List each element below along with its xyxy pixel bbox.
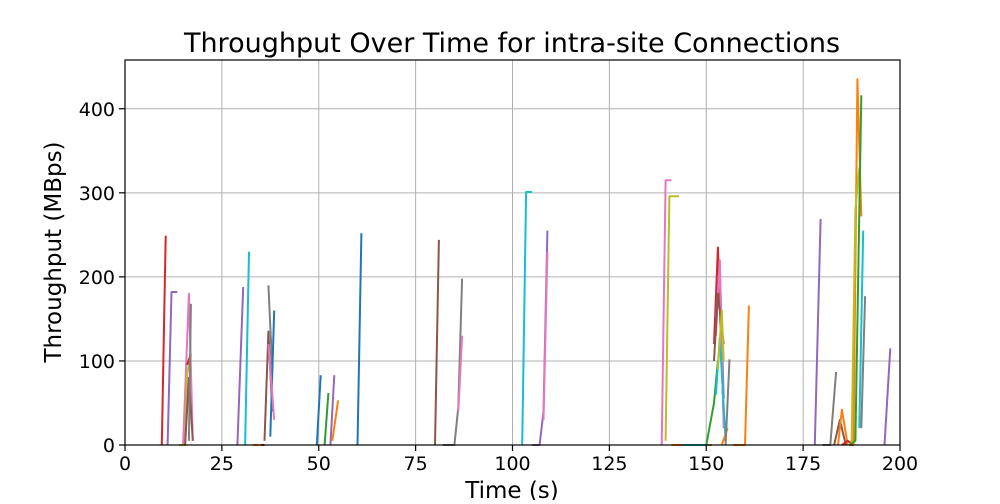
series-line — [733, 305, 750, 446]
y-tick-label: 200 — [79, 267, 115, 289]
series-line — [182, 292, 194, 446]
series-line — [724, 359, 731, 446]
series-line — [705, 360, 719, 446]
series-line — [329, 375, 336, 446]
series-lines — [160, 78, 892, 446]
series-line — [858, 230, 865, 429]
series-line — [267, 344, 276, 420]
series-line — [850, 167, 861, 446]
series-line — [244, 251, 250, 446]
y-tick-label: 0 — [103, 435, 115, 457]
series-line — [331, 400, 340, 441]
series-line — [315, 375, 322, 446]
x-tick-label: 200 — [882, 453, 918, 475]
x-tick-label: 75 — [404, 453, 428, 475]
x-tick-label: 50 — [307, 453, 331, 475]
ticks: 0 25 50 75 100 125 150 175 200 0 100 200 300 400 — [79, 99, 918, 475]
series-line — [521, 191, 532, 446]
x-tick-label: 0 — [119, 453, 131, 475]
series-line — [166, 291, 178, 446]
x-tick-label: 175 — [785, 453, 821, 475]
x-tick-label: 125 — [591, 453, 627, 475]
y-tick-label: 100 — [79, 351, 115, 373]
series-line — [269, 310, 276, 437]
series-line — [822, 371, 838, 446]
series-line — [323, 392, 330, 446]
series-line — [883, 348, 892, 446]
series-line — [187, 303, 192, 441]
series-line — [457, 335, 464, 412]
series-line — [160, 235, 167, 446]
y-axis-label: Throughput (MBps) — [41, 141, 67, 363]
y-tick-label: 400 — [79, 99, 115, 121]
series-line — [267, 285, 274, 370]
series-line — [664, 195, 680, 441]
series-line — [236, 286, 245, 446]
series-line — [837, 408, 849, 446]
chart-title: Throughput Over Time for intra-site Conn… — [183, 28, 840, 59]
series-line — [660, 179, 672, 446]
x-tick-label: 25 — [210, 453, 234, 475]
x-axis-label: Time (s) — [464, 478, 559, 500]
series-line — [813, 218, 822, 446]
series-line — [542, 251, 549, 420]
series-line — [860, 296, 867, 429]
grid — [124, 60, 901, 446]
series-line — [356, 233, 363, 446]
series-line — [434, 239, 440, 446]
series-line — [849, 95, 863, 446]
series-line — [716, 309, 725, 370]
series-line — [442, 278, 464, 446]
y-tick-label: 300 — [79, 183, 115, 205]
x-tick-label: 150 — [688, 453, 724, 475]
x-tick-label: 100 — [494, 453, 530, 475]
